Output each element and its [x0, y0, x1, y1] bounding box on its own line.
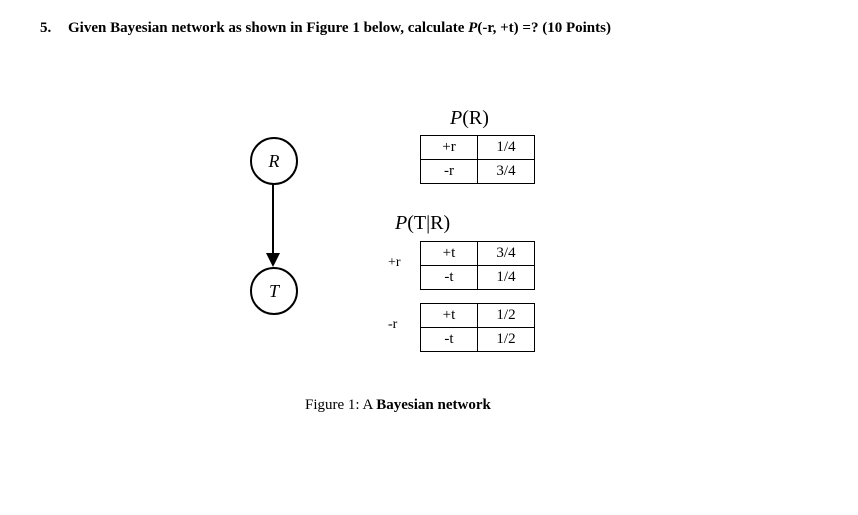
- cell-val: 3/4: [478, 160, 535, 184]
- cell-val: 1/2: [478, 304, 535, 328]
- cell-val: 1/4: [478, 266, 535, 290]
- question-line: 5. Given Bayesian network as shown in Fi…: [40, 20, 818, 37]
- pr-title-arg: (R): [462, 107, 489, 129]
- cell-val: 1/2: [478, 328, 535, 352]
- table-ptr-group2: +t 1/2 -t 1/2: [420, 303, 535, 352]
- table-pr: +r 1/4 -r 3/4: [420, 135, 535, 184]
- cell-val: 1/4: [478, 136, 535, 160]
- table-pr-title: P(R): [450, 107, 489, 130]
- table-row: +t 3/4: [421, 242, 535, 266]
- table-ptr-title: P(T|R): [395, 212, 450, 235]
- formula-args: (-r, +t) =?: [477, 20, 542, 36]
- table-row: +t 1/2: [421, 304, 535, 328]
- question-text: Given Bayesian network as shown in Figur…: [68, 20, 818, 37]
- node-t: T: [250, 267, 298, 315]
- node-r-label: R: [269, 151, 280, 172]
- question-prefix: Given Bayesian network as shown in Figur…: [68, 20, 468, 36]
- table-ptr-group1: +t 3/4 -t 1/4: [420, 241, 535, 290]
- ptr-title-p: P: [395, 212, 407, 234]
- cell-key: -t: [421, 328, 478, 352]
- table-row: -t 1/2: [421, 328, 535, 352]
- formula-p: P: [468, 20, 477, 36]
- pr-title-p: P: [450, 107, 462, 129]
- cell-key: +t: [421, 242, 478, 266]
- figure-caption: Figure 1: A Bayesian network: [305, 397, 491, 414]
- cell-key: +r: [421, 136, 478, 160]
- question-number: 5.: [40, 20, 68, 37]
- cell-val: 3/4: [478, 242, 535, 266]
- caption-prefix: Figure 1: A: [305, 397, 376, 413]
- node-t-label: T: [269, 281, 279, 302]
- edge-line: [272, 183, 274, 257]
- table-row: -r 3/4: [421, 160, 535, 184]
- question-points: (10 Points): [542, 20, 611, 36]
- group1-label: +r: [388, 255, 401, 271]
- figure-area: R T P(R) +r 1/4 -r 3/4 P(T|R) +r +t 3/4 …: [40, 97, 818, 437]
- ptr-title-arg: (T|R): [407, 212, 450, 234]
- table-row: +r 1/4: [421, 136, 535, 160]
- caption-bold: Bayesian network: [376, 397, 491, 413]
- edge-arrowhead-icon: [266, 253, 280, 267]
- cell-key: -r: [421, 160, 478, 184]
- group2-label: -r: [388, 317, 397, 333]
- node-r: R: [250, 137, 298, 185]
- cell-key: -t: [421, 266, 478, 290]
- table-row: -t 1/4: [421, 266, 535, 290]
- cell-key: +t: [421, 304, 478, 328]
